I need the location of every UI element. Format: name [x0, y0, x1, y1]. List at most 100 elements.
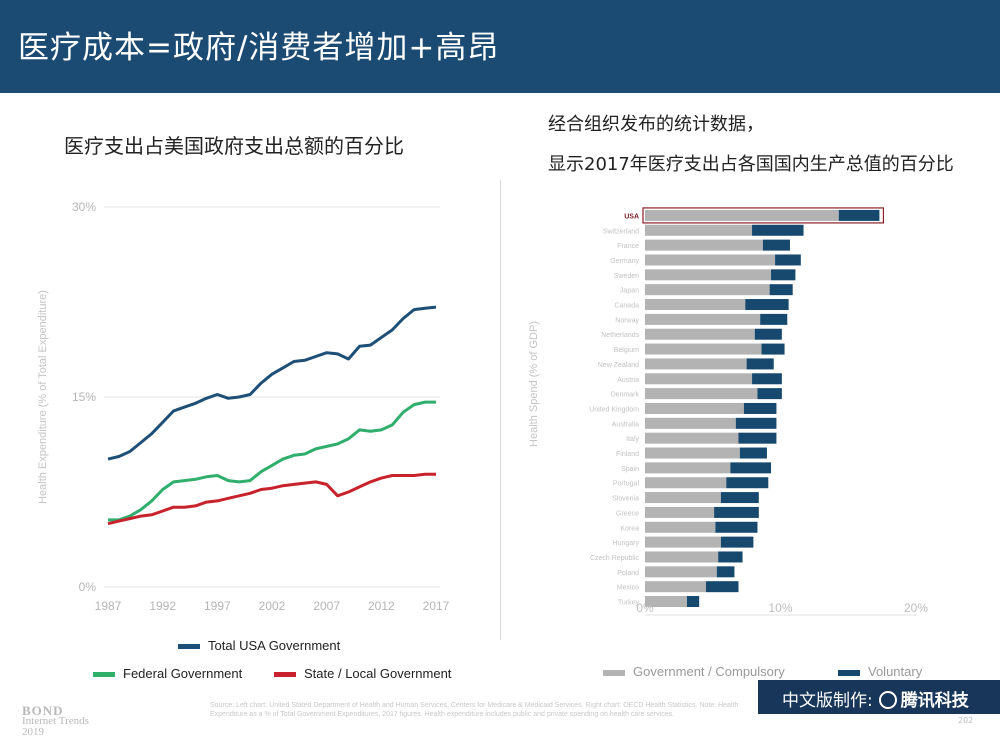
- bar-voluntary: [715, 521, 758, 533]
- legend-item-gov: Government / Compulsory: [603, 664, 785, 679]
- y-tick-label: 15%: [72, 390, 96, 404]
- bar-voluntary: [775, 254, 801, 266]
- category-label: Hungary: [613, 540, 640, 547]
- category-label: Mexico: [617, 585, 639, 592]
- bar-government: [645, 254, 776, 266]
- legend-item-voluntary: Voluntary: [838, 664, 922, 679]
- bar-government: [645, 402, 744, 414]
- legend-label-state: State / Local Government: [304, 666, 452, 681]
- bar-voluntary: [754, 328, 782, 340]
- bar-voluntary: [745, 299, 789, 311]
- legend-label-total: Total USA Government: [208, 638, 341, 653]
- category-label: Belgium: [614, 347, 639, 354]
- bar-government: [645, 477, 727, 489]
- bar-government: [645, 447, 740, 459]
- category-label: United Kingdom: [589, 406, 639, 413]
- category-label: Sweden: [614, 273, 639, 280]
- badge-brand: 腾讯科技: [900, 691, 969, 711]
- legend-label-gov: Government / Compulsory: [633, 664, 785, 679]
- bar-government: [645, 417, 736, 429]
- category-label: Greece: [616, 510, 639, 517]
- bar-voluntary: [730, 462, 772, 474]
- category-label: Finland: [616, 451, 639, 458]
- y-axis-label: Health Spend (% of GDP): [528, 321, 540, 447]
- y-axis-label: Health Expenditure (% of Total Expenditu…: [37, 290, 49, 504]
- bond-logo: BOND Internet Trends 2019: [22, 704, 89, 738]
- legend-item-federal: Federal Government: [93, 666, 242, 681]
- x-tick-label: 2002: [259, 599, 286, 613]
- category-label: Austria: [617, 377, 639, 384]
- legend-label-voluntary: Voluntary: [868, 664, 923, 679]
- bar-voluntary: [761, 343, 785, 355]
- series-line: [108, 400, 436, 522]
- page-number: 202: [958, 716, 974, 725]
- bar-voluntary: [738, 432, 777, 444]
- badge-label: 中文版制作:: [782, 691, 873, 711]
- legend-swatch-federal: [93, 672, 115, 678]
- chart-divider: [500, 180, 501, 640]
- bar-voluntary: [838, 209, 880, 221]
- x-tick-label: 1997: [204, 599, 231, 613]
- y-tick-label: 30%: [72, 200, 96, 214]
- bar-voluntary: [718, 551, 743, 563]
- bar-government: [645, 328, 755, 340]
- x-tick-label: 2017: [423, 599, 450, 613]
- bar-government: [645, 284, 770, 296]
- bar-government: [645, 521, 716, 533]
- bar-government: [645, 492, 721, 504]
- tencent-badge: 中文版制作: 腾讯科技: [758, 680, 1000, 714]
- bar-government: [645, 462, 731, 474]
- legend-label-federal: Federal Government: [123, 666, 243, 681]
- right-chart-title-line2: 显示2017年医疗支出占各国国内生产总值的百分比: [548, 154, 954, 175]
- bar-government: [645, 224, 753, 236]
- left-chart-title: 医疗支出占美国政府支出总额的百分比: [64, 134, 404, 158]
- category-label: Turkey: [618, 600, 640, 607]
- right-chart-title-line1: 经合组织发布的统计数据，: [548, 114, 764, 135]
- category-label: France: [617, 243, 639, 250]
- bar-government: [645, 566, 717, 578]
- bar-government: [645, 551, 719, 563]
- x-tick-label: 20%: [904, 601, 928, 615]
- bar-voluntary: [720, 492, 759, 504]
- bar-government: [645, 536, 721, 548]
- bar-government: [645, 432, 739, 444]
- category-label: Japan: [620, 288, 639, 295]
- bar-voluntary: [687, 596, 700, 608]
- category-label: Slovenia: [612, 496, 639, 503]
- category-label: USA: [624, 213, 639, 220]
- bond-subtitle: Internet Trends: [22, 715, 89, 727]
- source-note: Source: Left chart: United Stated Depart…: [210, 702, 739, 718]
- bar-government: [645, 239, 763, 251]
- bar-government: [645, 269, 772, 281]
- series-line: [107, 472, 436, 526]
- category-label: Germany: [610, 258, 639, 265]
- bar-voluntary: [705, 581, 739, 593]
- bar-government: [645, 596, 688, 608]
- category-label: Spain: [621, 466, 639, 473]
- legend-swatch-voluntary: [838, 669, 860, 676]
- category-label: New Zealand: [598, 362, 639, 369]
- category-label: Switzerland: [603, 228, 639, 235]
- category-label: Netherlands: [601, 332, 639, 339]
- bar-voluntary: [739, 447, 767, 459]
- bar-voluntary: [726, 477, 769, 489]
- bar-voluntary: [746, 358, 774, 370]
- category-label: Portugal: [613, 481, 640, 488]
- bar-voluntary: [762, 239, 790, 251]
- category-label: Canada: [614, 303, 639, 310]
- category-label: Poland: [617, 570, 639, 577]
- legend-swatch-state: [274, 672, 296, 678]
- x-tick-label: 2012: [368, 599, 395, 613]
- bar-government: [645, 209, 839, 221]
- legend-item-total: Total USA Government: [178, 638, 340, 653]
- x-tick-label: 2007: [313, 599, 340, 613]
- x-tick-label: 10%: [768, 601, 792, 615]
- x-tick-label: 1992: [149, 599, 176, 613]
- bar-voluntary: [760, 313, 788, 325]
- bar-voluntary: [720, 536, 754, 548]
- x-tick-label: 1987: [95, 599, 122, 613]
- bond-year: 2019: [22, 726, 44, 738]
- bar-government: [645, 581, 706, 593]
- bar-voluntary: [716, 566, 735, 578]
